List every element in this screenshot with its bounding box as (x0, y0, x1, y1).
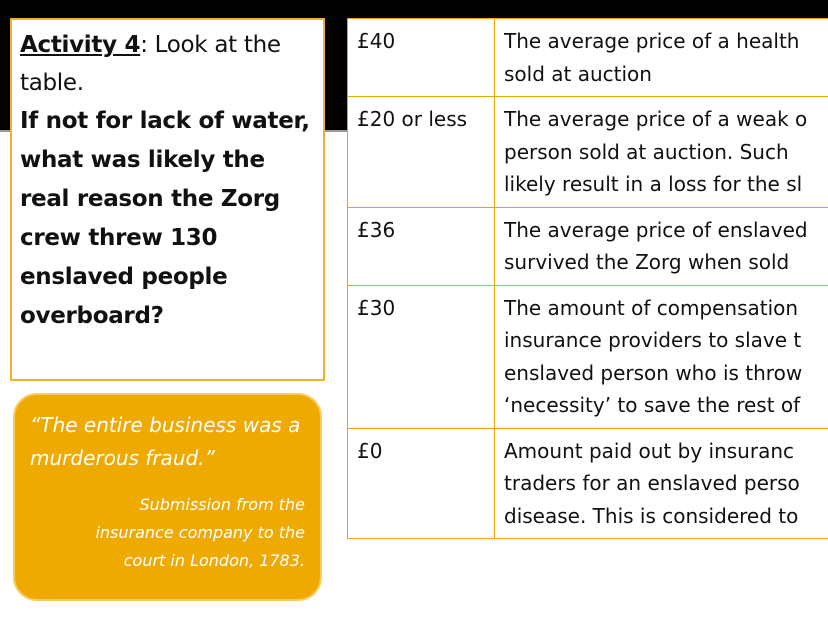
description-cell: The average price of a weak o person sold… (494, 96, 828, 208)
price-cell: £40 (347, 18, 495, 97)
description-cell: The average price of enslaved survived th… (494, 206, 828, 286)
description-line: The average price of a weak o (504, 107, 808, 131)
description-cell: The average price of a health sold at auc… (494, 18, 828, 97)
table-row: £30 The amount of compensation insurance p… (347, 284, 828, 429)
description-line: disease. This is considered to (504, 503, 799, 528)
description-line: enslaved person who is throw (504, 360, 803, 385)
table-row: £40 The average price of a health sold at … (347, 18, 828, 97)
description-line: traders for an enslaved perso (504, 471, 800, 495)
quote-source: Submission from the insurance company to… (95, 495, 305, 570)
price-cell: £36 (347, 206, 495, 286)
description-line: Amount paid out by insuranc (504, 438, 794, 463)
description-line: survived the Zorg when sold (504, 250, 790, 274)
activity-box: Activity 4: Look at the table. If not fo… (10, 18, 325, 381)
activity-question: If not for lack of water, what was likel… (20, 108, 310, 329)
table-row: £0 Amount paid out by insuranc traders for… (347, 427, 828, 539)
activity-instruction: : Look at the table. (20, 32, 281, 96)
description-line: likely result in a loss for the sl (504, 172, 803, 196)
description-line: sold at auction (504, 61, 652, 86)
description-cell: The amount of compensation insurance prov… (494, 284, 828, 429)
table-row: £36 The average price of enslaved survived… (347, 206, 828, 286)
price-cell: £20 or less (347, 96, 495, 208)
description-line: ‘necessity’ to save the rest of (504, 393, 801, 417)
description-cell: Amount paid out by insuranc traders for a… (494, 427, 828, 539)
price-table: £40 The average price of a health sold at … (347, 18, 828, 539)
quote-box: “The entire business was a murderous fra… (13, 393, 322, 601)
table-row: £20 or less The average price of a weak o… (347, 96, 828, 208)
description-line: person sold at auction. Such (504, 139, 789, 164)
price-cell: £0 (347, 427, 495, 539)
quote-text: “The entire business was a murderous fra… (30, 413, 301, 470)
description-line: The amount of compensation (504, 295, 799, 320)
description-line: The average price of enslaved (504, 217, 808, 242)
description-line: insurance providers to slave t (504, 328, 802, 352)
activity-label: Activity 4 (20, 32, 141, 58)
description-line: The average price of a health (504, 29, 800, 53)
price-cell: £30 (347, 284, 495, 429)
